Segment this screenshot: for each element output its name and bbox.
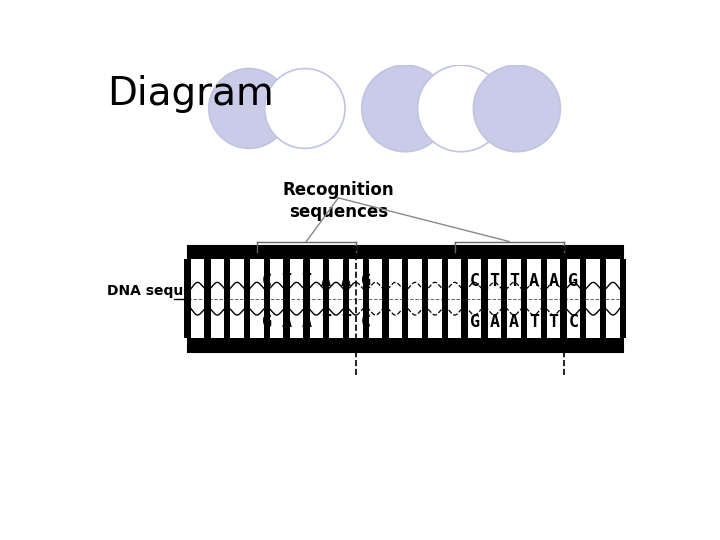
Text: T: T [341,313,351,331]
Text: C: C [568,313,578,331]
Text: T: T [302,272,311,291]
Bar [441,259,448,338]
Bar [188,246,623,259]
Text: A: A [321,272,331,291]
Bar [244,259,250,338]
Text: A: A [302,313,311,331]
Bar [560,259,567,338]
Bar [264,259,270,338]
Text: G: G [568,272,578,291]
Text: A: A [341,272,351,291]
Bar [224,259,230,338]
Text: G: G [469,313,480,331]
Text: A: A [529,272,539,291]
Bar [188,338,623,352]
Bar [323,259,329,338]
Bar [382,259,389,338]
Text: T: T [549,313,559,331]
Bar [188,246,623,352]
Bar [521,259,527,338]
Text: T: T [282,272,292,291]
Bar [204,259,210,338]
Text: T: T [490,272,499,291]
Text: A: A [509,313,519,331]
Bar [501,259,508,338]
Bar [363,259,369,338]
Text: Diagram: Diagram [107,75,274,113]
Text: Recognition
sequences: Recognition sequences [282,181,394,221]
Ellipse shape [265,69,345,148]
Text: C: C [361,313,371,331]
Text: T: T [529,313,539,331]
Text: A: A [490,313,499,331]
Ellipse shape [418,65,505,152]
Bar [481,259,487,338]
Text: T: T [321,313,331,331]
Bar [284,259,289,338]
Bar [422,259,428,338]
Text: T: T [509,272,519,291]
Bar [620,259,626,338]
Bar [580,259,587,338]
Text: G: G [262,313,271,331]
Text: C: C [469,272,480,291]
Bar [303,259,310,338]
Bar [462,259,468,338]
Bar [541,259,547,338]
Bar [184,259,191,338]
Text: A: A [549,272,559,291]
Text: G: G [361,272,371,291]
Bar [600,259,606,338]
Text: DNA sequence: DNA sequence [107,285,220,299]
Ellipse shape [209,69,289,148]
Bar [402,259,408,338]
Text: A: A [282,313,292,331]
Ellipse shape [361,65,449,152]
Ellipse shape [473,65,560,152]
Bar [343,259,349,338]
Text: C: C [262,272,271,291]
